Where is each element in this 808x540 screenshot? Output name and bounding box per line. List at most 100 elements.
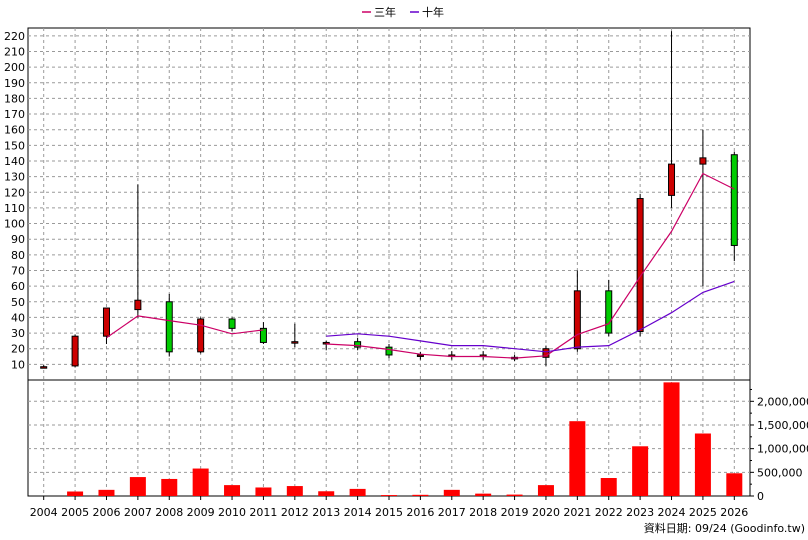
- x-tick-label: 2008: [155, 506, 183, 519]
- legend-label: 三年: [374, 5, 396, 19]
- volume-bar: [161, 478, 178, 496]
- volume-bar: [98, 489, 115, 496]
- candle-body: [134, 299, 142, 311]
- candle-body: [385, 346, 393, 356]
- volume-bars: [67, 382, 743, 496]
- x-tick-label: 2019: [501, 506, 529, 519]
- x-tick-label: 2009: [187, 506, 215, 519]
- price-tick-label: 30: [11, 327, 25, 340]
- x-tick-label: 2011: [249, 506, 277, 519]
- price-tick-label: 160: [4, 124, 25, 137]
- volume-bar: [224, 485, 241, 496]
- volume-bar: [192, 468, 209, 496]
- volume-y-axis: 0 500,000 1,000,000 1,500,000 2,000,000: [750, 388, 808, 503]
- candle-body: [102, 307, 110, 337]
- price-tick-label: 80: [11, 249, 25, 262]
- volume-bar: [663, 382, 680, 496]
- price-tick-label: 20: [11, 343, 25, 356]
- x-tick-label: 2024: [658, 506, 686, 519]
- volume-tick-label: 500,000: [757, 466, 803, 479]
- candle-body: [636, 198, 644, 333]
- x-tick-label: 2014: [344, 506, 372, 519]
- price-tick-label: 130: [4, 171, 25, 184]
- price-y-axis: 10 20 30 40 50 60 70 80 90 100 110 120 130 140 150 160 1…: [4, 30, 25, 372]
- x-tick-label: 2021: [563, 506, 591, 519]
- candle-body: [259, 327, 267, 343]
- x-tick-label: 2025: [689, 506, 717, 519]
- volume-bar: [600, 478, 617, 496]
- source-note: 資料日期: 09/24 (Goodinfo.tw): [644, 521, 805, 535]
- x-tick-label: 2022: [595, 506, 623, 519]
- volume-bar: [475, 493, 492, 496]
- volume-bar: [318, 491, 335, 496]
- x-tick-label: 2016: [406, 506, 434, 519]
- volume-tick-label: 0: [757, 490, 764, 503]
- price-tick-label: 100: [4, 218, 25, 231]
- volume-bar: [726, 473, 743, 496]
- volume-bar: [694, 433, 711, 496]
- candle-body: [71, 335, 79, 367]
- x-tick-label: 2020: [532, 506, 560, 519]
- price-tick-label: 10: [11, 358, 25, 371]
- candlesticks: [40, 31, 738, 369]
- x-tick-label: 2005: [61, 506, 89, 519]
- candle-body: [668, 163, 676, 196]
- candle-body: [354, 341, 362, 348]
- ma-line-10y: [326, 280, 735, 353]
- volume-bar: [506, 494, 523, 496]
- price-grid: [27, 27, 751, 497]
- volume-bar: [537, 485, 554, 496]
- candle-body: [197, 318, 205, 353]
- price-tick-label: 120: [4, 186, 25, 199]
- x-tick-label: 2015: [375, 506, 403, 519]
- candle-body: [291, 341, 299, 344]
- candle-body: [40, 366, 48, 369]
- volume-bar: [286, 486, 303, 496]
- x-tick-label: 2004: [30, 506, 58, 519]
- price-tick-label: 220: [4, 30, 25, 43]
- price-tick-label: 200: [4, 61, 25, 74]
- x-tick-label: 2026: [720, 506, 748, 519]
- x-tick-label: 2010: [218, 506, 246, 519]
- volume-bar: [67, 491, 84, 496]
- candle-body: [605, 290, 613, 334]
- volume-bar: [129, 477, 146, 496]
- volume-bar: [349, 488, 366, 496]
- x-tick-label: 2006: [92, 506, 120, 519]
- candle-body: [699, 157, 707, 165]
- price-tick-label: 190: [4, 77, 25, 90]
- x-tick-label: 2013: [312, 506, 340, 519]
- price-tick-label: 180: [4, 92, 25, 105]
- volume-bar: [255, 487, 272, 496]
- price-tick-label: 60: [11, 280, 25, 293]
- price-tick-label: 70: [11, 264, 25, 277]
- x-tick-label: 2012: [281, 506, 309, 519]
- candle-body: [730, 154, 738, 246]
- legend-label: 十年: [422, 5, 444, 19]
- price-tick-label: 90: [11, 233, 25, 246]
- volume-bar: [632, 446, 649, 496]
- x-tick-label: 2018: [469, 506, 497, 519]
- volume-tick-label: 2,000,000: [757, 395, 808, 408]
- volume-bar: [443, 489, 460, 496]
- price-tick-label: 210: [4, 45, 25, 58]
- candle-body: [228, 318, 236, 329]
- candle-body: [573, 290, 581, 350]
- candle-body: [542, 348, 550, 358]
- candle-body: [165, 301, 173, 353]
- volume-grid: [28, 400, 750, 473]
- volume-bar: [412, 494, 429, 496]
- volume-bar: [381, 495, 397, 496]
- moving-average-lines: [106, 172, 735, 359]
- candle-body: [416, 354, 424, 357]
- price-tick-label: 50: [11, 296, 25, 309]
- x-tick-label: 2023: [626, 506, 654, 519]
- x-tick-label: 2007: [124, 506, 152, 519]
- volume-bar: [569, 421, 586, 496]
- volume-tick-label: 1,000,000: [757, 443, 808, 456]
- chart-legend: 三年 十年: [362, 5, 444, 19]
- price-tick-label: 110: [4, 202, 25, 215]
- volume-tick-label: 1,500,000: [757, 419, 808, 432]
- x-tick-label: 2017: [438, 506, 466, 519]
